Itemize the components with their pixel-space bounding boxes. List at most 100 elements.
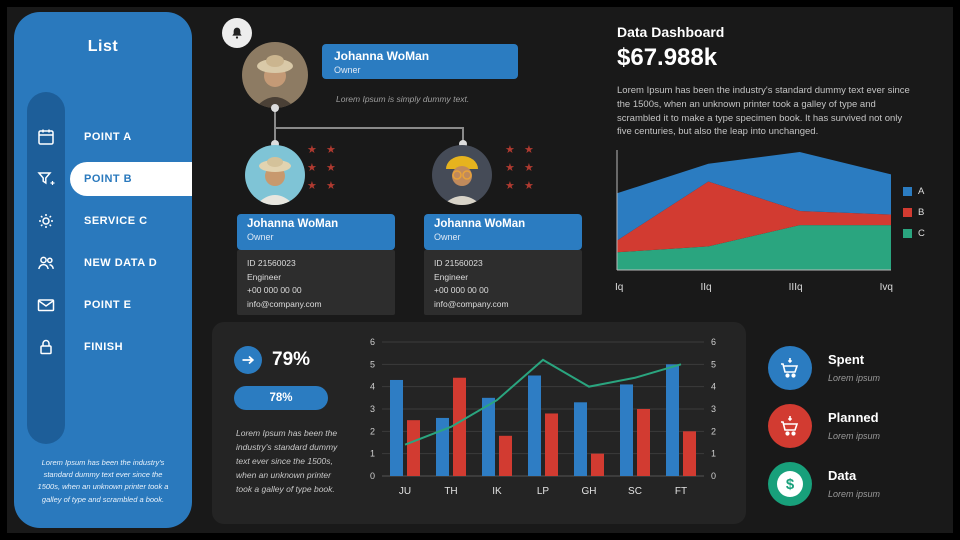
calendar-icon[interactable] [36, 127, 56, 147]
svg-text:0: 0 [370, 471, 375, 481]
employee-info-right: ID 21560023 Engineer +00 000 00 00 info@… [424, 250, 582, 315]
owner-name: Johanna WoMan [334, 49, 430, 63]
employee-job: Engineer [434, 271, 469, 282]
legend-item-c: C [903, 228, 925, 239]
sidebar-title: List [87, 38, 119, 55]
connector-line [274, 108, 276, 129]
svg-text:IK: IK [492, 486, 502, 497]
svg-text:3: 3 [370, 404, 375, 414]
legend-swatch [903, 187, 912, 196]
svg-text:3: 3 [711, 404, 716, 414]
sidebar-item-label: SERVICE C [84, 215, 148, 227]
svg-text:SC: SC [628, 486, 642, 497]
connector-line [462, 127, 464, 146]
legend-label: A [918, 186, 925, 197]
x-tick-label: IIIq [788, 282, 803, 293]
envelope-icon[interactable] [36, 295, 56, 315]
users-icon[interactable] [36, 253, 56, 273]
employee-info-left: ID 21560023 Engineer +00 000 00 00 info@… [237, 250, 395, 315]
stat-sub: Lorem ipsum [828, 489, 881, 499]
cart-arrow-down-icon [768, 346, 812, 390]
notification-bell-button[interactable] [222, 18, 252, 48]
connector-line [274, 127, 276, 146]
gear-icon[interactable] [36, 211, 56, 231]
sidebar-item-new-data-d[interactable]: NEW DATA D [14, 242, 192, 284]
svg-text:5: 5 [711, 359, 716, 369]
rating-stars-right: ★ ★ ★ ★ ★ ★ [505, 145, 538, 192]
dashboard-description: Lorem Ipsum has been the industry's stan… [617, 85, 910, 138]
stat-data[interactable]: $ Data Lorem ipsum [768, 462, 950, 510]
stat-spent[interactable]: Spent Lorem ipsum [768, 346, 950, 394]
area-chart-x-axis: Iq IIq IIIq Ivq [615, 282, 893, 293]
dollar-icon: $ [768, 462, 812, 506]
legend-swatch [903, 208, 912, 217]
filter-icon[interactable] [36, 169, 56, 189]
sidebar-footer-text: Lorem Ipsum has been the industry's stan… [37, 457, 169, 504]
owner-card-root[interactable]: Johanna WoMan Owner [322, 44, 518, 79]
cart-icon [768, 404, 812, 448]
owner-card-right[interactable]: Johanna WoMan Owner [424, 214, 582, 250]
svg-text:2: 2 [370, 426, 375, 436]
stat-planned[interactable]: Planned Lorem ipsum [768, 404, 950, 452]
star-icon: ★ [505, 144, 515, 156]
lock-icon[interactable] [36, 337, 56, 357]
star-icon: ★ [307, 162, 317, 174]
star-icon: ★ [524, 162, 534, 174]
sidebar-item-label: POINT B [84, 173, 133, 185]
sidebar-item-point-e[interactable]: POINT E [14, 284, 192, 326]
legend-swatch [903, 229, 912, 238]
star-icon: ★ [524, 144, 534, 156]
connector-dot [459, 140, 467, 148]
svg-text:0: 0 [711, 471, 716, 481]
connector-dot [271, 140, 279, 148]
star-icon: ★ [326, 144, 336, 156]
employee-email: info@company.com [434, 298, 509, 309]
star-icon: ★ [307, 180, 317, 192]
x-tick-label: IIq [700, 282, 712, 293]
progress-description: Lorem Ipsum has been the industry's stan… [236, 428, 338, 495]
svg-text:LP: LP [537, 486, 550, 497]
rating-stars-left: ★ ★ ★ ★ ★ ★ [307, 145, 340, 192]
legend-label: B [918, 207, 925, 218]
sidebar-item-label: FINISH [84, 341, 124, 353]
owner-role: Owner [434, 232, 461, 242]
owner-card-left[interactable]: Johanna WoMan Owner [237, 214, 395, 250]
employee-id: ID 21560023 [247, 258, 296, 268]
svg-text:4: 4 [711, 382, 716, 392]
star-icon: ★ [505, 180, 515, 192]
svg-text:TH: TH [444, 486, 457, 497]
avatar-owner-root[interactable] [242, 42, 308, 108]
avatar-employee-right[interactable] [432, 145, 492, 205]
stat-sub: Lorem ipsum [828, 373, 881, 383]
x-tick-label: Ivq [879, 282, 893, 293]
employee-phone: +00 000 00 00 [247, 285, 302, 296]
sidebar-item-service-c[interactable]: SERVICE C [14, 200, 192, 242]
svg-text:1: 1 [711, 449, 716, 459]
owner-role: Owner [247, 232, 274, 242]
progress-badge: 78% [234, 386, 328, 410]
progress-arrow-button[interactable] [234, 346, 262, 374]
sidebar-item-finish[interactable]: FINISH [14, 326, 192, 368]
connector-line [274, 127, 464, 129]
area-chart-svg [616, 150, 891, 271]
employee-email: info@company.com [247, 298, 322, 309]
bar-chart-svg: 0 0 1 1 2 2 3 3 4 4 5 5 6 6 JU TH IK LP GH SC FT [370, 337, 716, 497]
star-icon: ★ [524, 180, 534, 192]
svg-text:6: 6 [370, 337, 375, 347]
employee-phone: +00 000 00 00 [434, 285, 489, 296]
sidebar-item-point-a[interactable]: POINT A [14, 116, 192, 158]
page-title: Data Dashboard [617, 24, 725, 40]
svg-text:1: 1 [370, 449, 375, 459]
sidebar-item-label: NEW DATA D [84, 257, 158, 269]
owner-name: Johanna WoMan [247, 218, 339, 230]
svg-text:JU: JU [399, 486, 411, 497]
svg-text:GH: GH [582, 486, 597, 497]
star-icon: ★ [505, 162, 515, 174]
sidebar-item-point-b[interactable]: POINT B [70, 162, 192, 196]
dollar-sign: $ [777, 471, 803, 497]
avatar-employee-left[interactable] [245, 145, 305, 205]
stat-sub: Lorem ipsum [828, 431, 881, 441]
progress-value: 79% [272, 349, 311, 370]
svg-text:4: 4 [370, 382, 375, 392]
